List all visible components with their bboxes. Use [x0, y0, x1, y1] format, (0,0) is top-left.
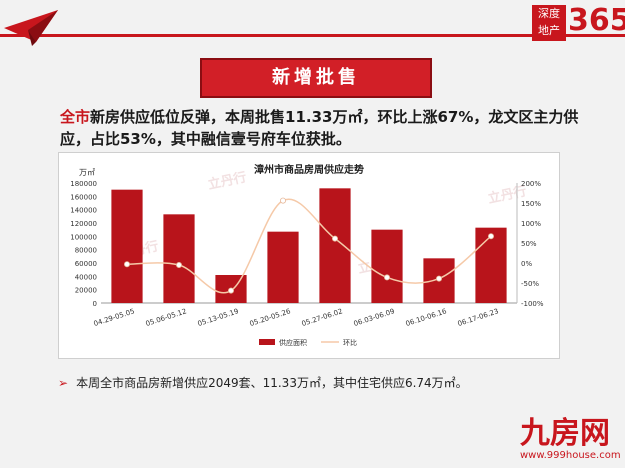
- y-left-tick-label: 100000: [70, 233, 97, 241]
- line-point: [176, 262, 183, 269]
- y-right-tick-label: -100%: [521, 300, 544, 308]
- bar: [111, 189, 143, 303]
- brand-logo: 深度 地产 365: [532, 3, 625, 41]
- y-left-tick-label: 80000: [75, 247, 97, 255]
- y-left-tick-label: 180000: [70, 180, 97, 188]
- series-line: [126, 198, 492, 294]
- header-rule: [0, 34, 625, 37]
- brand-badge-bottom: 地产: [538, 24, 560, 37]
- legend-bar-swatch: [259, 339, 275, 345]
- watermark-text: 立丹行: [487, 183, 528, 207]
- line-point: [227, 287, 234, 294]
- footnote: ➢ 本周全市商品房新增供应2049套、11.33万㎡，其中住宅供应6.74万㎡。: [58, 374, 468, 391]
- y-right-tick-label: -50%: [521, 280, 539, 288]
- y-left-tick-label: 20000: [75, 287, 97, 295]
- x-tick-label: 05.20-05.26: [249, 307, 293, 328]
- arrow-bullet-icon: ➢: [58, 376, 69, 390]
- line-point: [383, 274, 390, 281]
- line-point: [331, 235, 338, 242]
- y-left-tick-label: 60000: [75, 260, 97, 268]
- section-title: 新增批售: [272, 67, 360, 88]
- x-tick-label: 06.17-06.23: [457, 307, 500, 328]
- legend-line-label: 环比: [343, 338, 357, 347]
- site-logo-url: www.999house.com: [520, 450, 621, 461]
- x-tick-label: 06.03-06.09: [353, 307, 396, 328]
- y-axis-label: 万㎡: [79, 168, 95, 177]
- y-right-tick-label: 150%: [521, 200, 541, 208]
- brand-badge: 深度 地产: [532, 5, 566, 41]
- section-banner: 新增批售: [200, 58, 432, 98]
- x-tick-label: 05.27-06.02: [301, 307, 344, 328]
- brand-number: 365: [568, 3, 625, 38]
- chart-title: 漳州市商品房周供应走势: [254, 163, 364, 176]
- bar: [163, 214, 195, 303]
- bar: [267, 231, 299, 303]
- y-right-tick-label: 100%: [521, 220, 541, 228]
- x-tick-label: 04.29-05.05: [93, 307, 136, 328]
- line-point: [279, 197, 286, 204]
- site-logo-text: 九房网: [520, 416, 610, 451]
- bar: [371, 229, 403, 303]
- brand-badge-top: 深度: [538, 7, 560, 20]
- site-logo: 九房网 www.999house.com: [520, 416, 621, 462]
- line-point: [435, 275, 442, 282]
- legend-bar-label: 供应面积: [279, 338, 307, 347]
- chart-card: 立丹行立丹行立丹行立丹行漳州市商品房周供应走势万㎡020000400006000…: [58, 152, 560, 359]
- y-left-tick-label: 140000: [70, 207, 97, 215]
- paper-plane-icon: [4, 10, 58, 46]
- bar: [475, 227, 507, 303]
- bar: [319, 188, 351, 303]
- y-left-tick-label: 40000: [75, 273, 97, 281]
- headline-text: 新房供应低位反弹，本周批售11.33万㎡，环比上涨67%，龙文区主力供应，占比5…: [60, 108, 579, 148]
- headline: 全市新房供应低位反弹，本周批售11.33万㎡，环比上涨67%，龙文区主力供应，占…: [60, 106, 590, 150]
- x-tick-label: 06.10-06.16: [405, 307, 449, 328]
- line-point: [487, 233, 494, 240]
- y-left-tick-label: 160000: [70, 193, 97, 201]
- supply-chart: 立丹行立丹行立丹行立丹行漳州市商品房周供应走势万㎡020000400006000…: [70, 163, 544, 347]
- y-right-tick-label: 200%: [521, 180, 541, 188]
- x-tick-label: 05.06-05.12: [145, 307, 188, 328]
- headline-lead: 全市: [60, 108, 91, 126]
- watermark-text: 立丹行: [207, 169, 248, 193]
- y-left-tick-label: 120000: [70, 220, 97, 228]
- line-point: [124, 261, 131, 268]
- footnote-text: 本周全市商品房新增供应2049套、11.33万㎡，其中住宅供应6.74万㎡。: [76, 376, 468, 390]
- x-tick-label: 05.13-05.19: [197, 307, 240, 328]
- y-right-tick-label: 0%: [521, 260, 532, 268]
- y-right-tick-label: 50%: [521, 240, 537, 248]
- y-left-tick-label: 0: [93, 300, 97, 308]
